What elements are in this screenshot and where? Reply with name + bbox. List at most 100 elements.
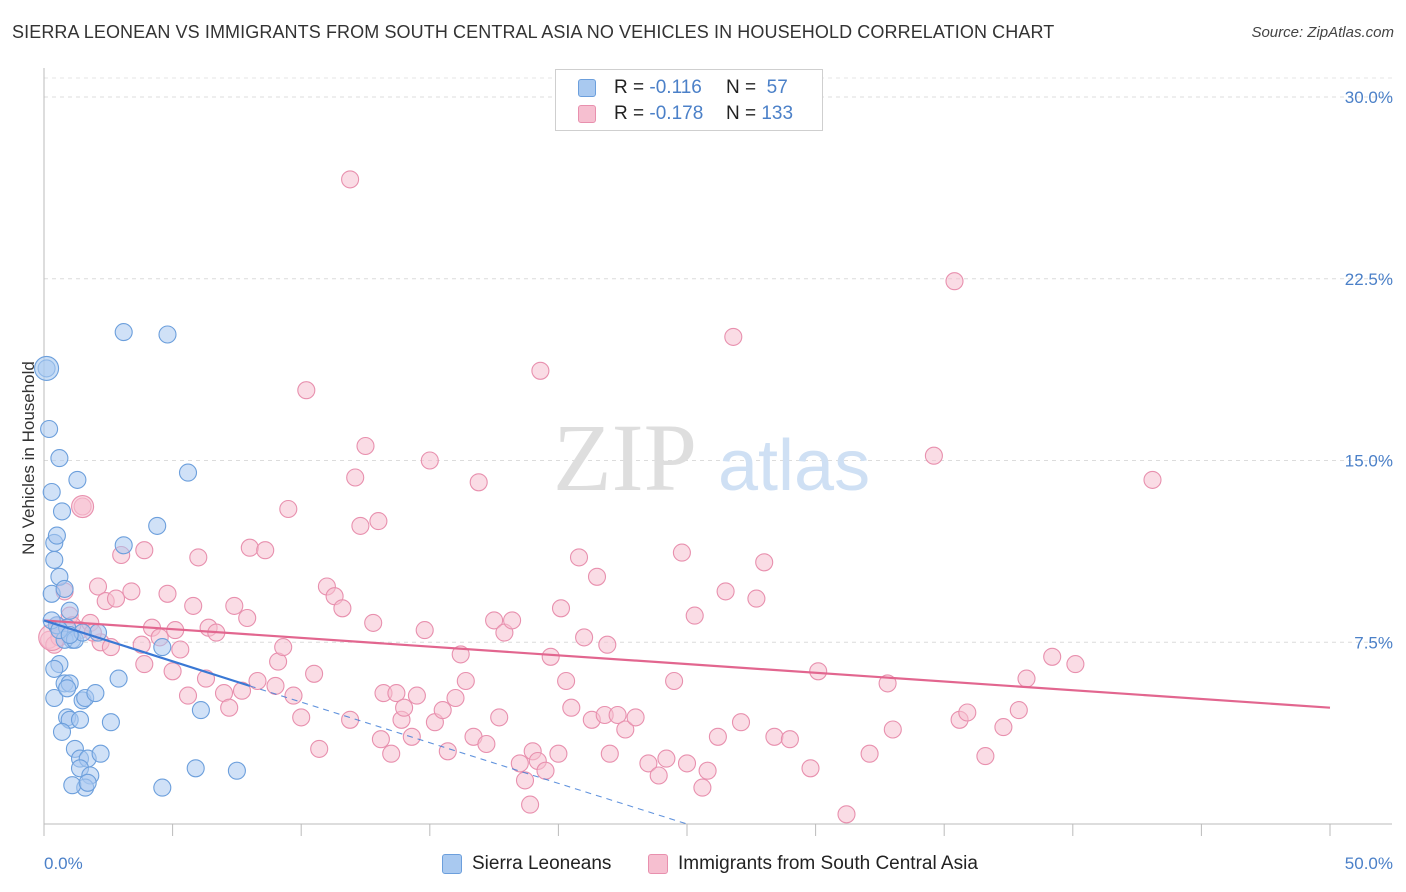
immigrants-point-41 xyxy=(297,381,316,400)
sierra-leonean-point-47 xyxy=(148,516,167,535)
immigrants-point-57 xyxy=(395,698,414,717)
immigrants-point-19 xyxy=(171,640,190,659)
immigrants-point-18 xyxy=(163,662,182,681)
immigrants-point-59 xyxy=(407,686,426,705)
immigrants-point-50 xyxy=(356,436,375,456)
immigrants-point-31 xyxy=(238,608,257,628)
immigrants-point-114 xyxy=(878,674,897,693)
sierra-leonean-point-26 xyxy=(52,722,72,741)
legend-r-label: R = xyxy=(614,77,645,98)
y-tick-label-0: 7.5% xyxy=(1354,633,1393,652)
immigrants-point-83 xyxy=(557,671,576,691)
chart-title: SIERRA LEONEAN VS IMMIGRANTS FROM SOUTH … xyxy=(12,22,1055,42)
immigrants-point-113 xyxy=(860,744,879,763)
immigrants-point-106 xyxy=(747,589,766,608)
immigrants-trend-line xyxy=(43,619,1331,709)
immigrants-point-103 xyxy=(708,727,727,746)
immigrants-point-71 xyxy=(485,611,504,630)
watermark-zip: ZIP xyxy=(553,404,697,511)
y-tick-label-3: 30.0% xyxy=(1345,88,1393,107)
immigrants-point-107 xyxy=(755,553,774,572)
immigrants-point-111 xyxy=(809,662,828,681)
immigrants-point-67 xyxy=(456,671,475,691)
sierra-leonean-point-30 xyxy=(86,684,105,703)
legend-r-value: -0.178 xyxy=(649,103,704,124)
immigrants-point-48 xyxy=(346,468,365,487)
immigrants-point-35 xyxy=(266,676,285,695)
immigrants-point-116 xyxy=(924,446,943,465)
immigrants-point-82 xyxy=(551,599,571,618)
sierra-leonean-point-45 xyxy=(114,323,133,342)
sierra-leonean-point-41 xyxy=(78,773,97,792)
immigrants-point-124 xyxy=(1043,647,1062,666)
x-tick-label-start: 0.0% xyxy=(44,854,83,873)
sierra-leonean-point-44 xyxy=(114,536,133,555)
immigrants-point-60 xyxy=(415,621,434,640)
immigrants-point-32 xyxy=(240,538,259,557)
sierra-leonean-point-36 xyxy=(91,744,110,763)
bottom-legend-immigrants: Immigrants from South Central Asia xyxy=(648,851,978,877)
immigrants-point-51 xyxy=(364,613,383,632)
immigrants-point-133 xyxy=(371,730,390,749)
immigrants-point-115 xyxy=(883,720,902,739)
legend-row-sierra-leoneans: R = -0.116 N = 57 xyxy=(578,76,788,100)
immigrants-point-11 xyxy=(122,582,141,601)
sierra-leonean-point-9 xyxy=(52,502,72,521)
immigrants-point-23 xyxy=(189,548,208,567)
immigrants-point-86 xyxy=(575,628,594,647)
immigrants-point-92 xyxy=(616,720,635,739)
bottom-legend-swatch-blue xyxy=(442,854,462,874)
immigrants-point-96 xyxy=(657,749,676,768)
legend-n-label: N = xyxy=(725,103,757,124)
immigrants-point-large xyxy=(71,494,95,519)
trend-lines xyxy=(43,619,1331,825)
legend-row-immigrants: R = -0.178 N = 133 xyxy=(578,102,793,126)
immigrants-point-63 xyxy=(433,701,452,720)
immigrants-point-79 xyxy=(536,761,555,780)
immigrants-point-129 xyxy=(135,655,154,674)
immigrants-point-21 xyxy=(178,686,198,705)
immigrants-point-54 xyxy=(382,744,401,763)
sierra-leonean-point-51 xyxy=(186,759,205,778)
immigrants-point-9 xyxy=(106,589,126,608)
sierra-leonean-point-20 xyxy=(68,470,87,489)
blue-series-points xyxy=(34,323,246,797)
sierra-leonean-point-7 xyxy=(50,449,69,468)
immigrants-point-100 xyxy=(685,606,704,625)
sierra-leonean-point-12 xyxy=(45,659,64,678)
immigrants-point-74 xyxy=(503,611,522,630)
immigrants-point-65 xyxy=(446,688,465,708)
immigrants-point-46 xyxy=(333,599,352,618)
bottom-legend-swatch-pink xyxy=(648,854,668,874)
immigrants-point-121 xyxy=(994,718,1013,737)
immigrants-point-126 xyxy=(1143,470,1162,489)
legend-r-label: R = xyxy=(614,103,645,124)
immigrants-point-72 xyxy=(490,708,509,727)
immigrants-point-29 xyxy=(225,596,244,615)
sierra-leonean-point-52 xyxy=(191,701,210,720)
bottom-legend-label: Sierra Leoneans xyxy=(472,853,612,874)
immigrants-point-37 xyxy=(274,638,293,657)
immigrants-point-33 xyxy=(248,671,267,691)
sierra-leonean-point-50 xyxy=(153,778,172,797)
x-tick-label-end: 50.0% xyxy=(1345,854,1393,873)
y-tick-label-2: 22.5% xyxy=(1345,270,1393,289)
immigrants-point-127 xyxy=(521,795,540,814)
sierra-leonean-point-large xyxy=(34,355,60,381)
sierra-leonean-point-23 xyxy=(58,679,77,698)
immigrants-point-112 xyxy=(837,805,856,824)
immigrants-point-120 xyxy=(976,747,995,766)
sierra-leonean-point-15 xyxy=(60,601,79,620)
immigrants-point-109 xyxy=(780,730,799,749)
immigrants-point-85 xyxy=(569,548,589,567)
immigrants-point-91 xyxy=(608,705,627,725)
immigrants-point-66 xyxy=(451,645,470,664)
immigrants-point-14 xyxy=(132,635,151,654)
immigrants-point-76 xyxy=(515,771,535,790)
immigrants-point-102 xyxy=(698,761,717,780)
immigrants-point-135 xyxy=(531,361,550,380)
immigrants-point-95 xyxy=(649,766,668,785)
axes xyxy=(43,68,1392,836)
immigrants-point-101 xyxy=(693,778,712,797)
